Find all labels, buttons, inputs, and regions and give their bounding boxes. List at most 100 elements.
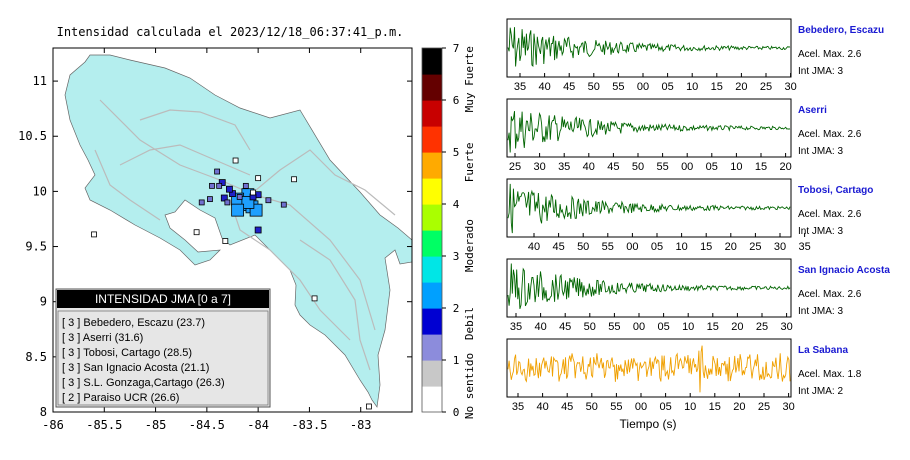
waveform-tick-label: 25 bbox=[758, 401, 770, 413]
waveform-tick-label: 30 bbox=[780, 321, 792, 333]
waveform-tick-label: 25 bbox=[509, 161, 521, 173]
legend-item: [ 3 ] Aserri (31.6) bbox=[62, 332, 143, 344]
waveform-tick-label: 10 bbox=[675, 241, 687, 253]
colorbar-segment bbox=[422, 230, 442, 257]
waveform-tick-label: 15 bbox=[709, 401, 721, 413]
station-marker bbox=[254, 226, 262, 234]
map-axes: -86 -85.5 -85 -84.5 -84 -83.5 -83 8 8.5 9 9.5 10 10.… bbox=[18, 48, 412, 432]
station-marker bbox=[311, 295, 318, 302]
waveform-tick-label: 25 bbox=[760, 81, 772, 93]
colorbar-tick-label: 1 bbox=[453, 354, 460, 367]
map-x-tick-label: -85.5 bbox=[86, 418, 122, 432]
jma-intensity: Int JMA: 2 bbox=[798, 386, 843, 397]
max-acceleration: Acel. Max. 2.6 bbox=[798, 49, 862, 60]
map-y-tick-label: 9 bbox=[40, 295, 47, 309]
station-marker bbox=[220, 194, 228, 202]
waveform-trace bbox=[507, 263, 791, 310]
station-marker bbox=[224, 199, 231, 206]
waveform-tick-label: 35 bbox=[798, 241, 810, 253]
waveform-tick-label: 10 bbox=[686, 81, 698, 93]
map-y-tick-label: 8 bbox=[40, 405, 47, 419]
costa-rica-landmass bbox=[64, 54, 413, 408]
station-marker bbox=[231, 203, 245, 217]
colorbar-segment bbox=[422, 178, 442, 205]
station-marker bbox=[291, 176, 297, 183]
waveform-panel: 35 40 45 50 55 00 05 10 15 20 25 30 San Ignacio Acos… bbox=[506, 258, 890, 333]
waveform-tick-label: 40 bbox=[528, 241, 540, 253]
waveform-tick-label: 55 bbox=[610, 401, 622, 413]
waveform-frame bbox=[506, 258, 792, 318]
station-marker bbox=[250, 189, 256, 196]
station-marker bbox=[198, 199, 205, 206]
waveform-tick-label: 35 bbox=[558, 161, 570, 173]
colorbar-segment bbox=[422, 256, 442, 283]
waveform-tick-label: 15 bbox=[711, 81, 723, 93]
station-marker bbox=[242, 182, 249, 189]
waveform-tick-label: 10 bbox=[682, 321, 694, 333]
station-markers bbox=[91, 157, 372, 410]
waveform-tick-label: 45 bbox=[559, 321, 571, 333]
waveform-tick-label: 20 bbox=[725, 241, 737, 253]
colorbar-segment bbox=[422, 204, 442, 231]
map-x-tick-label: -85 bbox=[145, 418, 167, 432]
map-x-tick-label: -84.5 bbox=[189, 418, 225, 432]
station-name: Aserri bbox=[798, 105, 827, 116]
waveform-tick-label: 50 bbox=[584, 321, 596, 333]
colorbar-tick-label: 0 bbox=[453, 406, 460, 419]
colorbar-segment bbox=[422, 386, 442, 413]
waveform-xlabel: Tiempo (s) bbox=[620, 417, 677, 431]
legend-item: [ 3 ] Bebedero, Escazu (23.7) bbox=[62, 317, 205, 329]
map-frame bbox=[52, 47, 413, 413]
waveform-tick-label: 40 bbox=[538, 81, 550, 93]
colorbar-segment bbox=[422, 48, 442, 75]
jma-intensity: Int JMA: 3 bbox=[798, 66, 843, 77]
station-name: La Sabana bbox=[798, 345, 848, 356]
waveform-tick-label: 05 bbox=[706, 161, 718, 173]
intensity-colorbar: 0 1 2 3 4 5 6 7 No sentido Debil Moderado Fuerte Mu… bbox=[421, 42, 476, 419]
map-y-tick-label: 9.5 bbox=[25, 240, 47, 254]
station-marker bbox=[236, 194, 243, 200]
colorbar-category-label: Debil bbox=[463, 307, 476, 340]
max-acceleration: Acel. Max. 2.6 bbox=[798, 129, 862, 140]
waveform-tick-label: 00 bbox=[637, 81, 649, 93]
station-marker bbox=[222, 238, 229, 244]
map-x-tick-label: -86 bbox=[42, 418, 64, 432]
map-y-tick-label: 8.5 bbox=[25, 350, 47, 364]
waveform-tick-label: 50 bbox=[632, 161, 644, 173]
waveform-tick-label: 55 bbox=[656, 161, 668, 173]
map-title: Intensidad calculada el 2023/12/18_06:37… bbox=[57, 25, 404, 39]
waveform-panels: 35 40 45 50 55 00 05 10 15 20 25 30 Bebedero, Escazu… bbox=[506, 18, 890, 413]
waveform-trace bbox=[507, 111, 791, 153]
waveform-tick-label: 05 bbox=[657, 321, 669, 333]
jma-intensity: Int JMA: 3 bbox=[798, 146, 843, 157]
waveform-frame bbox=[506, 98, 792, 158]
waveform-tick-label: 25 bbox=[749, 241, 761, 253]
waveform-tick-label: 30 bbox=[782, 401, 794, 413]
waveform-tick-label: 40 bbox=[583, 161, 595, 173]
intensity-legend: INTENSIDAD JMA [0 a 7] [ 3 ] Bebedero, E… bbox=[55, 288, 271, 408]
colorbar-tick-label: 6 bbox=[453, 94, 460, 107]
colorbar-segment bbox=[422, 282, 442, 309]
waveform-tick-label: 05 bbox=[659, 401, 671, 413]
station-name: Tobosi, Cartago bbox=[798, 185, 873, 196]
waveform-tick-label: 55 bbox=[602, 241, 614, 253]
station-name: San Ignacio Acosta bbox=[798, 265, 890, 276]
colorbar-segment bbox=[422, 308, 442, 335]
waveform-tick-label: 00 bbox=[681, 161, 693, 173]
legend-item: [ 3 ] S.L. Gonzaga,Cartago (26.3) bbox=[62, 377, 225, 389]
map-y-tick-label: 11 bbox=[33, 74, 47, 88]
colorbar-segment bbox=[422, 74, 442, 101]
waveform-tick-label: 20 bbox=[731, 321, 743, 333]
station-marker bbox=[91, 231, 97, 238]
waveform-tick-label: 00 bbox=[626, 241, 638, 253]
waveform-tick-label: 45 bbox=[561, 401, 573, 413]
waveform-panel: 35 40 45 50 55 00 05 10 15 20 25 30 Bebedero, Escazu… bbox=[506, 18, 884, 93]
waveform-tick-label: 50 bbox=[586, 401, 598, 413]
waveform-tick-label: 25 bbox=[756, 321, 768, 333]
waveform-trace bbox=[507, 27, 791, 67]
colorbar-category-label: No sentido bbox=[463, 353, 476, 419]
colorbar-category-label: Moderado bbox=[463, 219, 476, 272]
waveform-tick-label: 15 bbox=[755, 161, 767, 173]
colorbar-tick-label: 7 bbox=[453, 42, 460, 55]
waveform-frame bbox=[506, 338, 792, 398]
